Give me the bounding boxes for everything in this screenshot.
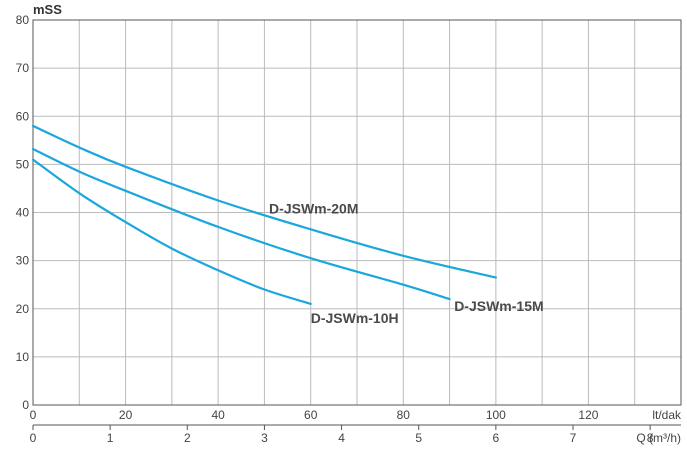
series-label-d-jswm-15m: D-JSWm-15M [454,298,543,314]
x2-tick-label: 1 [107,431,114,445]
x-tick-label: 0 [30,408,37,422]
y-tick-label: 20 [16,302,30,316]
y-tick-label: 70 [16,61,30,75]
x2-tick-label: 8 [647,431,654,445]
x-tick-label: 20 [119,408,133,422]
x-axis-unit-q: Q (m³/h) [636,431,681,445]
y-tick-label: 40 [16,206,30,220]
x-tick-label: 40 [211,408,225,422]
y-axis-label: mSS [33,2,62,17]
x-axis-ticks-q: 0 1 2 3 4 5 6 7 8 [30,425,654,445]
x2-tick-label: 0 [30,431,37,445]
y-tick-label: 30 [16,254,30,268]
x2-tick-label: 2 [184,431,191,445]
x2-tick-label: 6 [493,431,500,445]
y-axis-ticks: 0 10 20 30 40 50 60 70 80 [16,13,30,412]
x-tick-label: 80 [397,408,411,422]
x2-tick-label: 4 [338,431,345,445]
series-label-d-jswm-20m: D-JSWm-20M [269,200,358,216]
x-tick-label: 100 [486,408,506,422]
x2-tick-label: 5 [415,431,422,445]
series-label-d-jswm-10h: D-JSWm-10H [311,310,399,326]
series-group [31,124,497,305]
x2-tick-label: 3 [261,431,268,445]
y-tick-label: 60 [16,109,30,123]
chart-grid [33,20,681,405]
series-labels: D-JSWm-20M D-JSWm-15M D-JSWm-10H [269,200,544,326]
x-tick-label: 60 [304,408,318,422]
series-line-d-jswm-15m [31,147,451,301]
x-axis-unit-lt-dak: lt/dak [652,408,682,422]
x-axis-ticks-lt-dak: 0 20 40 60 80 100 120 [30,408,599,422]
series-line-d-jswm-10h [31,158,312,305]
x-tick-label: 120 [578,408,598,422]
y-tick-label: 80 [16,13,30,27]
x2-tick-label: 7 [570,431,577,445]
y-tick-label: 0 [22,398,29,412]
plot-frame [32,19,682,406]
y-tick-label: 50 [16,157,30,171]
series-line-d-jswm-20m [31,124,497,279]
y-tick-label: 10 [16,350,30,364]
